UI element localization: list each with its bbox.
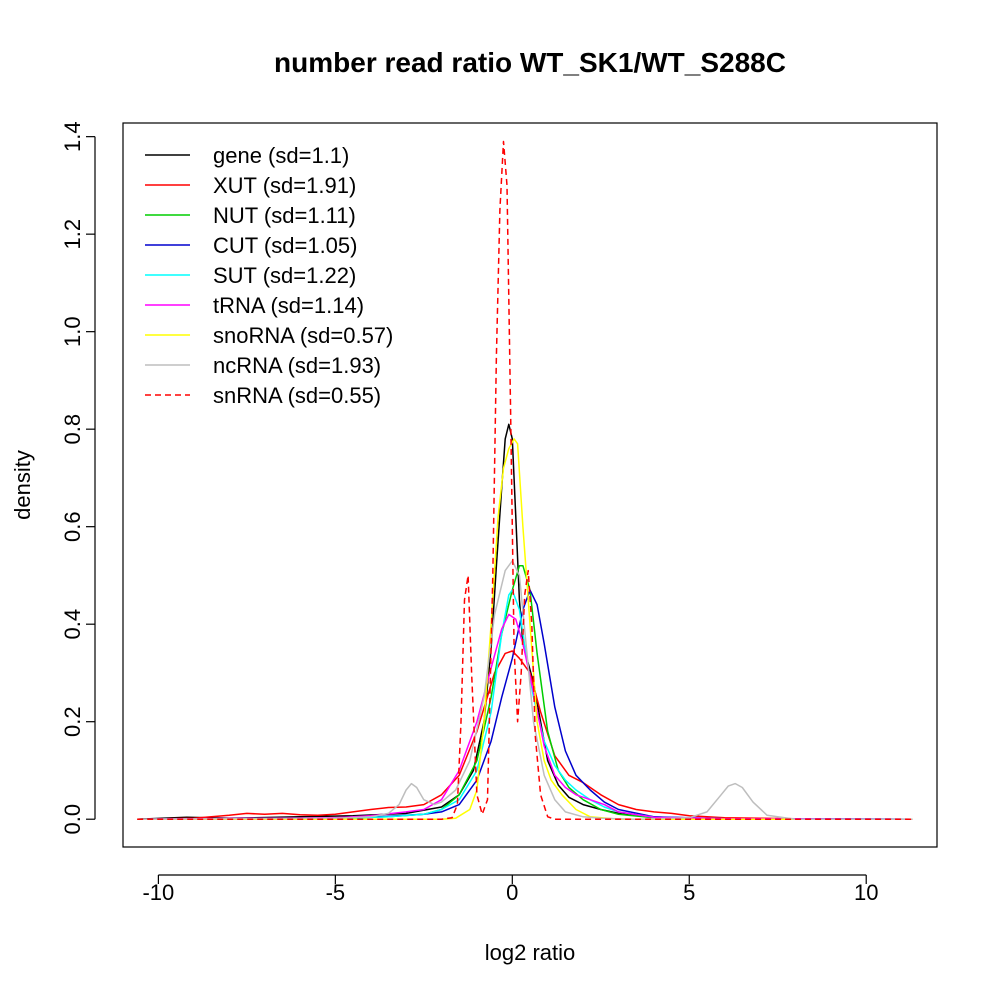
x-tick-label: -5 (326, 880, 346, 905)
legend-label-0: gene (sd=1.1) (213, 143, 349, 168)
legend-label-3: CUT (sd=1.05) (213, 233, 357, 258)
y-tick-label: 0.8 (60, 414, 85, 445)
chart-title: number read ratio WT_SK1/WT_S288C (274, 47, 786, 78)
legend: gene (sd=1.1) XUT (sd=1.91) NUT (sd=1.11) C… (145, 143, 393, 408)
y-tick-label: 0.2 (60, 706, 85, 737)
y-tick-label: 0.0 (60, 804, 85, 835)
plot-frame (122, 122, 938, 848)
legend-label-7: ncRNA (sd=1.93) (213, 353, 381, 378)
legend-label-5: tRNA (sd=1.14) (213, 293, 364, 318)
legend-label-1: XUT (sd=1.91) (213, 173, 356, 198)
series-line-8 (137, 140, 913, 820)
y-axis-label: density (10, 450, 35, 520)
series-line-6 (137, 438, 913, 820)
x-tick-label: 0 (506, 880, 518, 905)
axes-layer: -10 -5 0 5 10 0.0 0.2 0.4 0.6 0.8 1.0 1.2 1.4 (60, 121, 878, 905)
series-line-1 (137, 650, 913, 820)
x-tick-label: 10 (854, 880, 878, 905)
y-tick-label: 1.2 (60, 219, 85, 250)
x-axis-label: log2 ratio (485, 940, 576, 965)
legend-label-6: snoRNA (sd=0.57) (213, 323, 393, 348)
series-layer (137, 140, 913, 820)
y-tick-label: 1.0 (60, 316, 85, 347)
y-tick-label: 0.6 (60, 511, 85, 542)
y-tick-label: 1.4 (60, 121, 85, 152)
series-line-5 (137, 613, 913, 820)
series-line-7 (137, 560, 913, 820)
x-tick-label: -10 (142, 880, 174, 905)
legend-label-4: SUT (sd=1.22) (213, 263, 356, 288)
legend-label-8: snRNA (sd=0.55) (213, 383, 381, 408)
x-tick-label: 5 (683, 880, 695, 905)
legend-label-2: NUT (sd=1.11) (213, 203, 356, 228)
y-tick-label: 0.4 (60, 609, 85, 640)
